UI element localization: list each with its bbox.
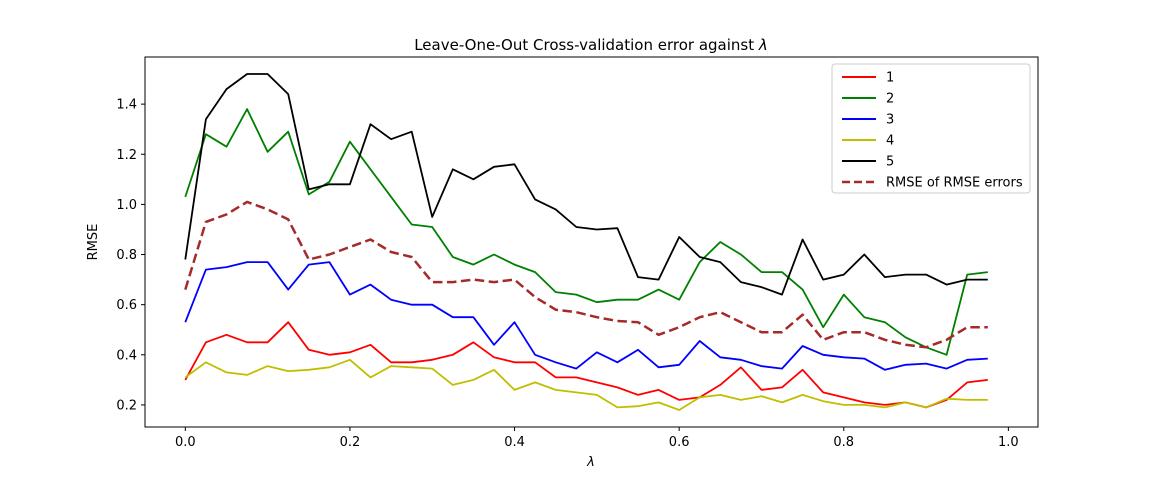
x-tick-label: 0.6 — [669, 435, 690, 450]
y-tick-label: 0.4 — [116, 348, 137, 363]
y-tick-label: 0.2 — [116, 398, 137, 413]
series-line-1 — [184, 321, 988, 409]
series-line-4 — [184, 358, 988, 411]
legend-label-4: 4 — [886, 134, 894, 149]
chart-title: Leave-One-Out Cross-validation error aga… — [414, 36, 768, 54]
y-tick-label: 1.0 — [116, 198, 137, 213]
y-axis-label: RMSE — [86, 224, 101, 261]
x-tick-label: 0.4 — [504, 435, 525, 450]
series-line-2 — [184, 108, 988, 356]
series-lines — [184, 73, 988, 411]
y-tick-label: 0.8 — [116, 248, 137, 263]
y-tick-label: 0.6 — [116, 298, 137, 313]
legend-label-2: 2 — [886, 92, 894, 107]
x-tick-label: 1.0 — [998, 435, 1019, 450]
legend: 1 2 3 4 5 RMSE of RMSE errors — [831, 63, 1031, 194]
legend-label-3: 3 — [886, 113, 894, 128]
y-tick-label: 1.4 — [116, 98, 137, 113]
legend-box — [831, 63, 1031, 194]
x-tick-label: 0.8 — [833, 435, 854, 450]
legend-label-5: 5 — [886, 155, 894, 170]
y-tick-label: 1.2 — [116, 148, 137, 163]
x-tick-label: 0.0 — [175, 435, 196, 450]
legend-label-6: RMSE of RMSE errors — [886, 176, 1023, 191]
legend-label-1: 1 — [886, 71, 894, 86]
x-axis-label: λ — [586, 455, 595, 470]
series-line-5 — [184, 73, 988, 296]
series-line-3 — [184, 261, 988, 371]
series-line-rmse-of-rmse-errors — [184, 200, 988, 349]
axis-ticks: 0.0 0.2 0.4 0.6 0.8 1.0 0.2 0.4 0.6 0.8 1.0 1.2 1.4 — [116, 98, 1018, 450]
x-tick-label: 0.2 — [340, 435, 361, 450]
